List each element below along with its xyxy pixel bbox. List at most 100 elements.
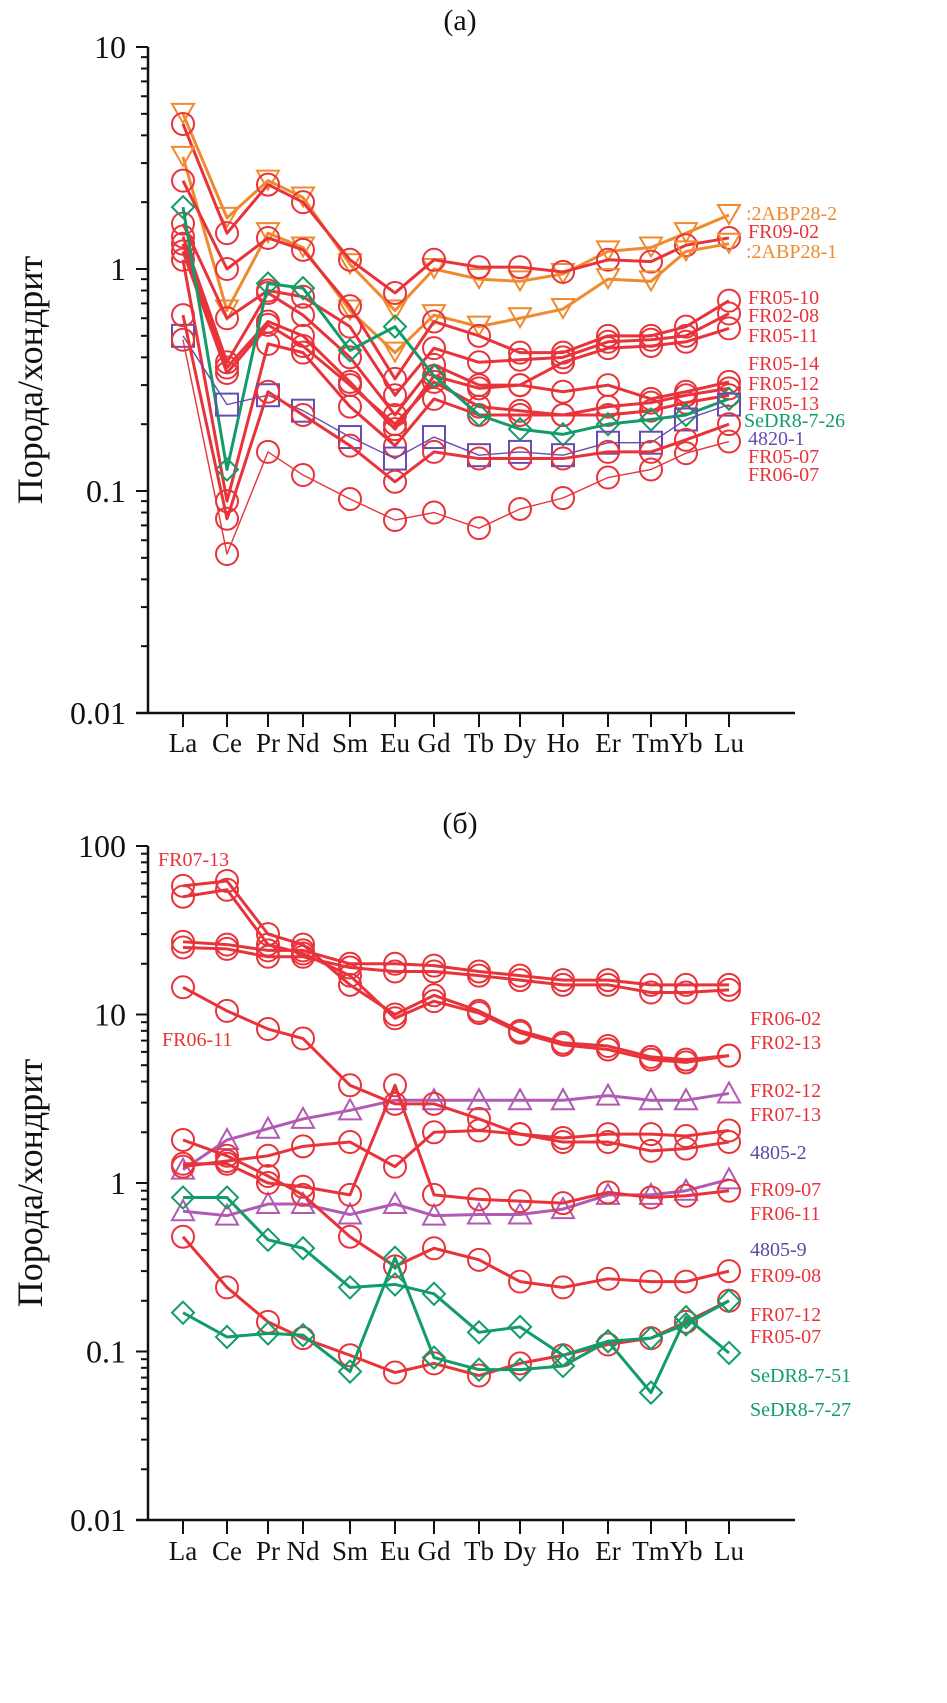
series-label: :2ABP28-1 — [746, 241, 837, 263]
data-point — [673, 1177, 699, 1201]
data-point — [551, 1191, 575, 1216]
data-point — [338, 247, 362, 272]
x-tick-label: Dy — [504, 1536, 537, 1566]
data-point — [422, 1120, 446, 1145]
series-line — [183, 1083, 730, 1205]
data-point — [214, 1324, 240, 1350]
data-point — [467, 1247, 491, 1272]
data-point — [639, 1047, 663, 1072]
panel-b-series — [170, 868, 742, 1406]
data-point — [215, 257, 239, 281]
data-point — [291, 1174, 315, 1199]
series-label: 4820-1 — [748, 428, 805, 450]
data-point — [551, 402, 575, 427]
data-point — [255, 271, 281, 296]
data-point — [422, 953, 446, 978]
series-line — [181, 113, 730, 313]
series-label: FR07-12 — [750, 1304, 821, 1326]
data-point — [422, 989, 446, 1014]
series-label: SeDR8-7-27 — [750, 1399, 851, 1421]
data-point — [214, 1185, 240, 1210]
x-tick-label: Lu — [714, 728, 744, 758]
data-point — [338, 1182, 362, 1207]
data-point — [551, 379, 575, 404]
data-point — [507, 307, 533, 330]
data-point — [639, 430, 663, 455]
data-point — [507, 1314, 533, 1340]
x-tick-label: Yb — [670, 1536, 703, 1566]
data-point — [290, 1105, 316, 1129]
data-point — [256, 1164, 280, 1189]
series-FR09-02 — [171, 111, 741, 305]
data-point — [467, 323, 491, 348]
data-point — [550, 1196, 576, 1220]
data-point — [596, 972, 620, 997]
data-point — [170, 194, 196, 220]
series-FR07-12 — [171, 1127, 741, 1300]
panel-b-title: (б) — [442, 807, 477, 840]
series-FR06-11 — [171, 975, 741, 1163]
data-point — [338, 487, 362, 512]
data-point — [551, 972, 575, 997]
data-point — [383, 959, 407, 984]
data-point — [639, 398, 663, 423]
data-point — [291, 284, 315, 309]
y-tick-label: 1 — [110, 1165, 126, 1201]
data-point — [467, 255, 491, 280]
data-point — [674, 329, 698, 354]
data-point — [466, 1357, 492, 1383]
data-point — [674, 1183, 698, 1208]
data-point — [716, 1340, 742, 1366]
series-label: FR05-07 — [748, 446, 819, 468]
data-point — [338, 314, 362, 339]
data-point — [422, 369, 446, 394]
series-label: 4805-9 — [750, 1239, 807, 1261]
data-point — [550, 1087, 576, 1111]
data-point — [596, 336, 620, 361]
data-point — [508, 1351, 532, 1376]
data-point — [291, 1182, 315, 1207]
series-line — [182, 940, 729, 987]
data-point — [422, 247, 446, 272]
data-point — [673, 402, 699, 428]
data-point — [508, 439, 532, 464]
data-point — [171, 168, 195, 193]
series-line — [182, 339, 730, 555]
panel-a-axes: 10 1 0.1 0.01 La Ce Pr Nd Sm Eu Gd Tb Dy Ho Er Tm Yb Lu — [70, 29, 795, 758]
series-FR02-12 — [171, 868, 741, 1072]
data-point — [717, 1178, 741, 1203]
x-tick-label: Eu — [380, 1536, 410, 1566]
data-point — [421, 1202, 447, 1226]
data-point — [338, 294, 362, 319]
data-point — [508, 402, 532, 427]
series-label: FR02-08 — [748, 305, 819, 327]
series-line — [182, 888, 730, 1064]
y-tick-label: 0.1 — [86, 1334, 126, 1370]
x-tick-label: Ho — [547, 728, 580, 758]
data-point — [596, 402, 620, 427]
data-point — [507, 1201, 533, 1225]
data-point — [215, 1143, 239, 1168]
data-point — [383, 1073, 407, 1098]
data-point — [639, 972, 663, 997]
data-point — [215, 542, 239, 567]
data-point — [717, 301, 741, 326]
series-SeDR8-7-26 — [170, 194, 742, 482]
data-point — [337, 299, 363, 322]
data-point — [255, 1227, 281, 1253]
data-point — [595, 1082, 621, 1106]
data-point — [466, 1201, 492, 1225]
data-point — [717, 288, 741, 313]
data-point — [382, 1272, 408, 1297]
data-point — [466, 402, 492, 428]
series-FR09-08 — [171, 1073, 741, 1216]
series-FR02-13 — [171, 935, 741, 1005]
data-point — [507, 1357, 533, 1383]
data-point — [215, 392, 239, 417]
series-FR09-07 — [171, 1118, 741, 1179]
data-point — [291, 941, 315, 966]
series-FR05-13 — [171, 247, 741, 514]
data-point — [638, 1087, 664, 1111]
data-point — [290, 1235, 316, 1261]
data-point — [215, 361, 239, 386]
